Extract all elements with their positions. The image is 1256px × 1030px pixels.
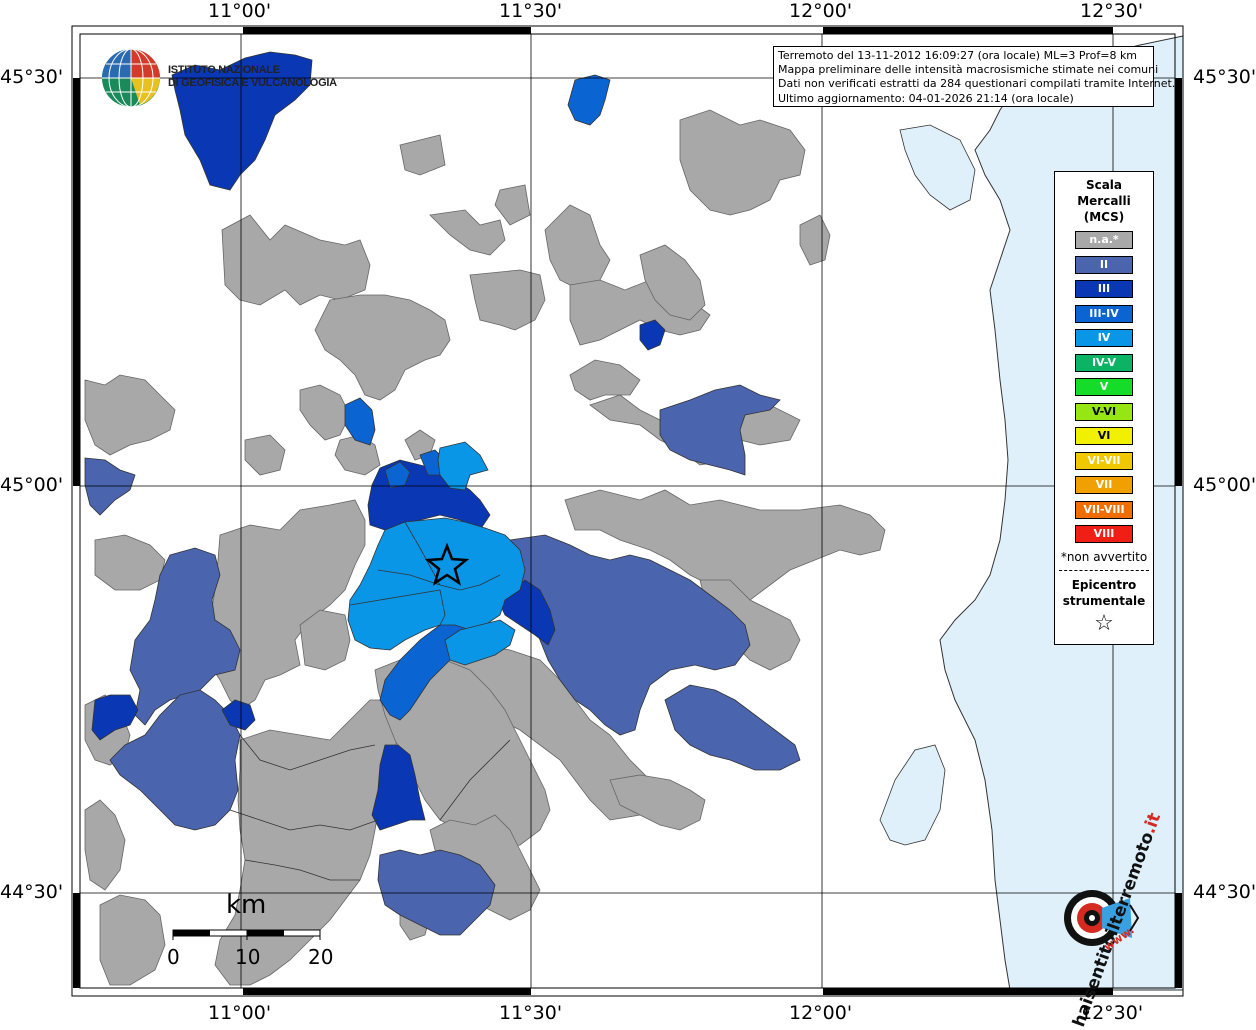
ingv-globe-icon <box>102 48 160 108</box>
lon-label-bottom-2: 11°30' <box>499 1002 563 1024</box>
map-frame <box>71 25 1184 997</box>
ingv-name: ISTITUTO NAZIONALE DI GEOFISICA E VULCAN… <box>168 64 337 90</box>
map-inner-frame <box>79 33 1176 989</box>
legend-title-line1: Scala <box>1085 178 1123 192</box>
epicenter-star-icon <box>424 542 470 586</box>
legend-title: Scala Mercalli (MCS) <box>1055 177 1153 225</box>
legend-epicenter: Epicentro strumentale <box>1055 577 1153 609</box>
lon-label-bottom-3: 12°00' <box>789 1002 853 1024</box>
lat-label-left-1: 45°30' <box>0 66 64 88</box>
lat-label-right-1: 45°30' <box>1193 66 1256 88</box>
legend-title-line3: (MCS) <box>1083 210 1125 224</box>
legend-swatches: n.a.* II III III-IV IV IV-V V V-VI VI VI… <box>1055 228 1153 547</box>
lagoon-south <box>879 744 946 846</box>
border-ticks <box>73 27 1182 995</box>
lat-label-left-2: 45°00' <box>0 474 64 496</box>
scalebar-unit: km <box>226 890 267 920</box>
lat-label-right-2: 45°00' <box>1193 474 1256 496</box>
municipalities-iii <box>91 51 666 831</box>
event-info-line1: Terremoto del 13-11-2012 16:09:27 (ora l… <box>778 49 1138 62</box>
legend-swatch-iii-iv: III-IV <box>1075 304 1133 323</box>
event-info-line2: Mappa preliminare delle intensità macros… <box>778 63 1159 76</box>
lon-label-top-4: 12°30' <box>1080 0 1144 22</box>
lon-label-top-1: 11°00' <box>208 0 272 22</box>
hst-logo-icon <box>1064 890 1140 946</box>
lat-label-right-3: 44°30' <box>1193 881 1256 903</box>
scalebar-label-20: 20 <box>308 945 334 969</box>
hst-site-text: haisentitoilterremoto.it www. <box>1030 810 1165 1029</box>
lon-label-top-2: 11°30' <box>499 0 563 22</box>
lon-label-bottom-4: 12°30' <box>1080 1002 1144 1024</box>
legend-swatch-iv: IV <box>1075 329 1133 348</box>
legend-swatch-vii: VII <box>1075 476 1133 495</box>
municipal-borders <box>229 521 511 881</box>
ingv-name-line1: ISTITUTO NAZIONALE <box>168 64 280 76</box>
event-info-box: Terremoto del 13-11-2012 16:09:27 (ora l… <box>773 46 1176 107</box>
scalebar <box>172 929 321 940</box>
legend-swatch-v: V <box>1075 378 1133 397</box>
legend-swatch-vi: VI <box>1075 427 1133 446</box>
legend-swatch-ii: II <box>1075 255 1133 274</box>
legend-separator <box>1059 569 1149 571</box>
event-info-line4: Ultimo aggiornamento: 04-01-2026 21:14 (… <box>778 92 1074 105</box>
legend-epicenter-line2: strumentale <box>1062 593 1146 608</box>
legend-swatch-v-vi: V-VI <box>1075 402 1133 421</box>
lagoon <box>899 124 976 211</box>
legend-star-icon: ☆ <box>1094 610 1114 636</box>
legend-epicenter-line1: Epicentro <box>1071 577 1137 592</box>
legend-swatch-viii: VIII <box>1075 525 1133 544</box>
scalebar-label-0: 0 <box>167 945 180 969</box>
scalebar-label-10: 10 <box>235 945 261 969</box>
legend-swatch-na: n.a.* <box>1075 231 1133 250</box>
legend-swatch-vii-viii: VII-VIII <box>1075 500 1133 519</box>
intensity-legend: Scala Mercalli (MCS) n.a.* II III III-IV… <box>1054 171 1154 645</box>
legend-note: *non avvertito <box>1060 549 1148 564</box>
legend-swatch-iv-v: IV-V <box>1075 353 1133 372</box>
legend-swatch-vi-vii: VI-VII <box>1075 451 1133 470</box>
lon-label-bottom-1: 11°00' <box>208 1002 272 1024</box>
municipalities-ii <box>84 384 801 936</box>
event-info-line3: Dati non verificati estratti da 284 ques… <box>778 77 1176 90</box>
lon-label-top-3: 12°00' <box>789 0 853 22</box>
legend-title-line2: Mercalli <box>1077 194 1131 208</box>
lat-label-left-3: 44°30' <box>0 881 64 903</box>
ingv-name-line2: DI GEOFISICA E VULCANOLOGIA <box>168 77 337 89</box>
legend-swatch-iii: III <box>1075 280 1133 299</box>
municipalities-na <box>84 109 886 986</box>
